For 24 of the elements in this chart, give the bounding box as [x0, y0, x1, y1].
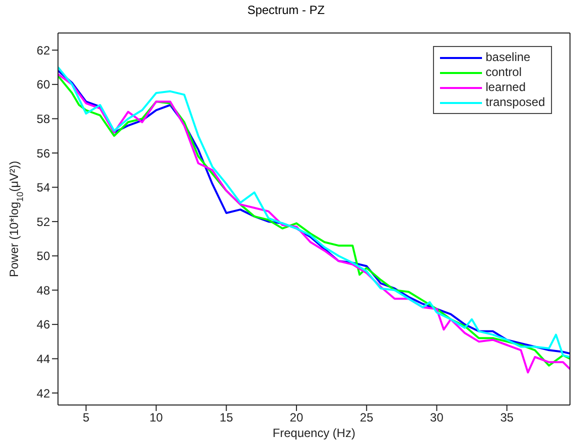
y-tick-label: 50 [36, 249, 50, 264]
x-tick-label: 30 [430, 410, 444, 425]
y-tick-label: 52 [36, 214, 50, 229]
legend-label: learned [486, 80, 526, 95]
y-tick-label: 44 [36, 352, 50, 366]
legend-label: control [486, 65, 522, 80]
legend-label: baseline [486, 50, 530, 65]
legend-label: transposed [486, 95, 545, 110]
y-tick-label: 62 [36, 43, 50, 58]
x-tick-label: 20 [290, 410, 304, 425]
x-tick-label: 25 [360, 410, 374, 425]
y-tick-label: 60 [36, 78, 50, 92]
y-tick-label: 56 [36, 146, 50, 160]
x-tick-label: 15 [220, 410, 234, 425]
chart-title: Spectrum - PZ [246, 3, 326, 17]
y-tick-label: 54 [36, 180, 50, 195]
y-tick-label: 46 [36, 318, 50, 332]
y-tick-label: 42 [36, 386, 50, 400]
x-tick-label: 35 [500, 410, 514, 425]
y-tick-label: 48 [36, 283, 50, 298]
x-tick-label: 5 [82, 410, 90, 425]
y-tick-label: 58 [36, 112, 50, 126]
x-axis-title: Frequency (Hz) [272, 426, 356, 440]
x-tick-label: 10 [150, 410, 164, 425]
